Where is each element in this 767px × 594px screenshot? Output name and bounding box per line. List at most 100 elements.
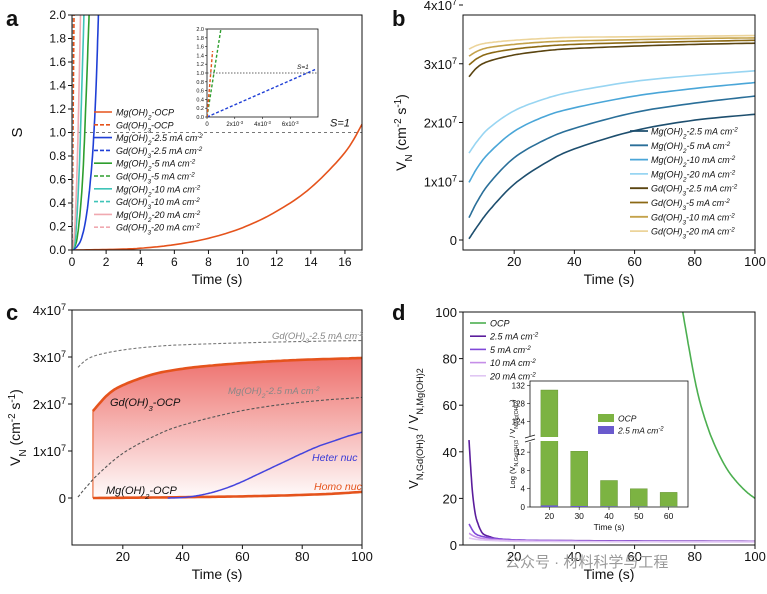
d-inset-bar-ocp (571, 451, 588, 507)
a-inset-threshold-label: S=1 (297, 64, 309, 71)
d-inset-bar-2p5 (571, 506, 588, 507)
a-inset-ytick-label: 1.2 (196, 62, 204, 68)
b-legend-label: Mg(OH)2-20 mA cm-2 (651, 169, 736, 183)
a-legend-label: Gd(OH)3-20 mA cm-2 (116, 222, 200, 236)
d-inset-legend-label: OCP (618, 414, 637, 424)
d-ytick-label: 80 (443, 352, 457, 367)
b-xtick-label: 80 (688, 254, 702, 269)
a-legend-label: Gd(OH)3-OCP (116, 120, 174, 134)
a-inset-xtick-label: 4x10-3 (254, 120, 271, 129)
a-inset-xtick-label: 2x10-3 (226, 120, 243, 129)
b-ytick-label: 4x107 (424, 0, 457, 13)
a-ytick-label: 0.4 (49, 196, 66, 210)
a-xtick-label: 16 (338, 255, 352, 269)
b-legend-label: Mg(OH)2-2.5 mA cm-2 (651, 126, 738, 140)
c-ytick-label: 2x107 (33, 396, 66, 412)
a-inset-ytick-label: 1.4 (196, 53, 204, 59)
a-ytick-label: 2.0 (49, 8, 66, 22)
d-inset-ylabel: Log (VN,Gd(OH)3 / VN,Mg(OH)2) (508, 399, 520, 489)
d-ylabel: VN,Gd(OH)3 / VN,Mg(OH)2 (406, 368, 425, 489)
b-ylabel: VN (cm-2 s-1) (393, 94, 415, 171)
a-ytick-label: 1.2 (49, 102, 66, 116)
d-xtick-label: 80 (688, 549, 702, 564)
d-legend-label: 2.5 mA cm-2 (489, 331, 539, 342)
b-ytick-label: 0 (450, 233, 457, 248)
a-inset-ytick-label: 0.4 (196, 97, 204, 103)
a-ytick-label: 0.6 (49, 173, 66, 187)
a-legend-label: Gd(OH)3-5 mA cm-2 (116, 171, 195, 185)
panel-letter-a: a (6, 6, 19, 31)
d-inset-xtick-label: 60 (664, 511, 674, 521)
panel-letter-d: d (392, 300, 405, 325)
a-xtick-label: 0 (69, 255, 76, 269)
c-ytick-label: 1x107 (33, 443, 66, 459)
a-xlabel: Time (s) (192, 271, 243, 287)
c-ytick-label: 4x107 (33, 302, 66, 318)
a-ytick-label: 0.0 (49, 243, 66, 257)
d-inset-xlabel: Time (s) (594, 522, 625, 532)
d-inset-xtick-label: 20 (545, 511, 555, 521)
d-xtick-label: 100 (744, 549, 766, 564)
b-legend-label: Mg(OH)2-10 mA cm-2 (651, 155, 736, 169)
d-inset-bar-ocp (541, 390, 558, 507)
c-xtick-label: 100 (351, 549, 373, 564)
a-xtick-label: 6 (171, 255, 178, 269)
a-inset-ytick-label: 0.0 (196, 115, 204, 121)
c-ytick-label: 0 (59, 491, 66, 506)
a-xtick-label: 8 (205, 255, 212, 269)
d-series-0 (683, 312, 755, 498)
b-legend-label: Gd(OH)3-10 mA cm-2 (651, 212, 735, 226)
d-ytick-label: 0 (450, 538, 457, 553)
a-inset-ytick-label: 0.2 (196, 106, 204, 112)
d-ytick-label: 100 (435, 305, 457, 320)
b-legend-label: Gd(OH)3-5 mA cm-2 (651, 198, 730, 212)
a-ytick-label: 1.8 (49, 32, 66, 46)
a-threshold-label: S=1 (330, 118, 350, 130)
a-inset-ytick-label: 0.6 (196, 89, 204, 95)
a-ylabel: S (9, 127, 26, 137)
b-ytick-label: 3x107 (424, 56, 457, 72)
d-ytick-label: 20 (443, 491, 457, 506)
b-xtick-label: 20 (507, 254, 521, 269)
a-ytick-label: 1.6 (49, 55, 66, 69)
c-xtick-label: 60 (235, 549, 249, 564)
b-legend-label: Mg(OH)2-5 mA cm-2 (651, 140, 731, 154)
panel-letter-c: c (6, 300, 18, 325)
d-inset-bar-ocp (601, 480, 618, 507)
d-inset-bar-break (540, 437, 559, 441)
a-inset-ytick-label: 1.0 (196, 71, 204, 77)
a-xtick-label: 12 (270, 255, 284, 269)
panel-letter-b: b (392, 6, 405, 31)
c-shaded-region (93, 358, 362, 498)
d-inset-ytick-label: 4 (521, 485, 526, 494)
a-xtick-label: 14 (304, 255, 318, 269)
a-ytick-label: 1.0 (49, 126, 66, 140)
a-ytick-label: 0.2 (49, 220, 66, 234)
d-inset-legend-label: 2.5 mA cm-2 (617, 426, 664, 436)
c-xtick-label: 20 (116, 549, 130, 564)
a-inset-ytick-label: 0.8 (196, 80, 204, 86)
b-xtick-label: 60 (627, 254, 641, 269)
watermark: 公众号 · 材料科学与工程 (505, 554, 668, 571)
d-inset-ytick-label: 8 (521, 466, 526, 475)
d-inset-bar-ocp (660, 492, 677, 507)
b-xtick-label: 40 (567, 254, 581, 269)
a-legend-label: Mg(OH)2-OCP (116, 108, 174, 122)
b-xlabel: Time (s) (584, 271, 635, 287)
d-inset-bar-2p5 (541, 505, 558, 507)
a-legend-label: Mg(OH)2-2.5 mA cm-2 (116, 133, 203, 147)
c-xtick-label: 40 (175, 549, 189, 564)
a-xtick-label: 10 (236, 255, 250, 269)
d-inset-ytick-label: 0 (521, 503, 526, 512)
d-ytick-label: 60 (443, 398, 457, 413)
a-xtick-label: 2 (103, 255, 110, 269)
b-ytick-label: 1x107 (424, 173, 457, 189)
a-legend-label: Gd(OH)3-10 mA cm-2 (116, 197, 200, 211)
d-legend-label: 5 mA cm-2 (490, 344, 531, 355)
